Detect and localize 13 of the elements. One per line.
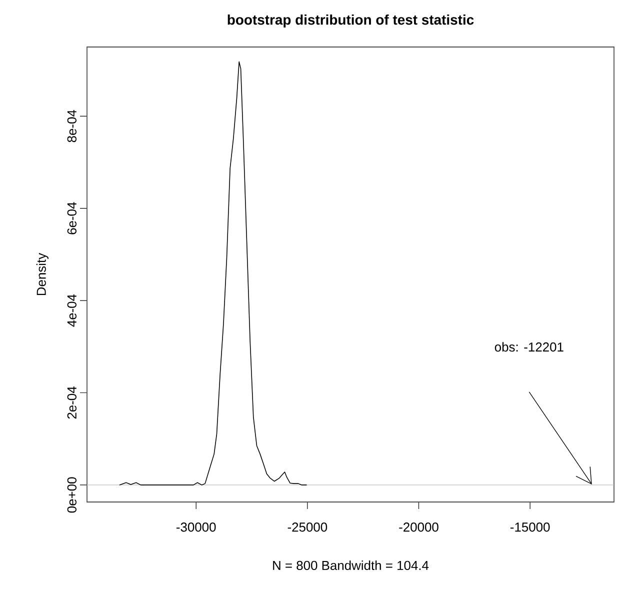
x-tick-label: -25000 — [288, 522, 328, 532]
x-tick-label: -20000 — [399, 522, 438, 532]
y-tick-label: 8e-04 — [67, 110, 76, 142]
y-tick-label: 2e-04 — [67, 386, 76, 419]
y-axis-title: Density — [36, 252, 48, 296]
y-tick-label: 0e+00 — [67, 477, 76, 513]
x-tick-label: -30000 — [176, 522, 216, 532]
y-tick-label: 6e-04 — [67, 202, 76, 234]
x-tick-label: -15000 — [510, 522, 550, 532]
chart-title: bootstrap distribution of test statistic — [228, 14, 474, 28]
y-tick-label: 4e-04 — [67, 294, 76, 327]
x-axis-title: N = 800 Bandwidth = 104.4 — [273, 560, 429, 570]
annotation: obs: -12201 — [494, 342, 564, 352]
